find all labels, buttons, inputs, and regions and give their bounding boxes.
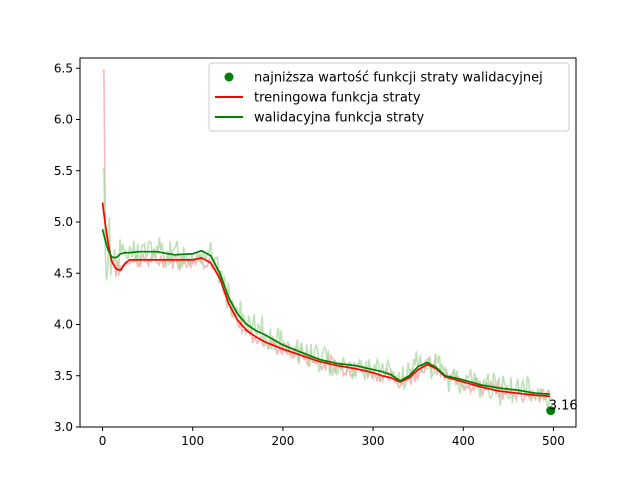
y-tick-label: 3.5	[54, 369, 73, 383]
y-tick-label: 6.0	[54, 113, 73, 127]
legend-marker-best	[224, 72, 234, 82]
x-tick-label: 300	[362, 434, 385, 448]
legend-label: najniższa wartość funkcji straty walidac…	[254, 71, 543, 86]
legend: najniższa wartość funkcji straty walidac…	[208, 62, 570, 132]
best-point-label: 3.16	[549, 399, 578, 414]
x-tick-label: 100	[181, 434, 204, 448]
y-tick-label: 5.0	[54, 215, 73, 229]
x-tick-label: 200	[271, 434, 294, 448]
legend-label: walidacyjna funkcja straty	[254, 111, 425, 126]
legend-box	[208, 62, 570, 132]
y-tick-label: 6.5	[54, 61, 73, 75]
plot-area	[101, 69, 552, 409]
x-tick-label: 0	[99, 434, 107, 448]
train-loss-line	[101, 202, 550, 398]
y-tick-label: 5.5	[54, 164, 73, 178]
legend-label: treningowa funkcja straty	[254, 91, 421, 106]
val-raw-trace	[102, 167, 552, 409]
axes-frame	[79, 57, 577, 428]
x-tick-label: 500	[542, 434, 565, 448]
best-point-marker	[546, 406, 556, 416]
y-tick-label: 4.0	[54, 318, 73, 332]
axes: 0 100 200 300 400 500 3.0 3.5 4.0 4.5 5.0 5.5 6.0 6.5	[54, 57, 577, 448]
y-tick-label: 4.5	[54, 266, 73, 280]
x-tick-label: 400	[452, 434, 475, 448]
y-tick-label: 3.0	[54, 420, 73, 434]
val-loss-line	[101, 228, 550, 395]
